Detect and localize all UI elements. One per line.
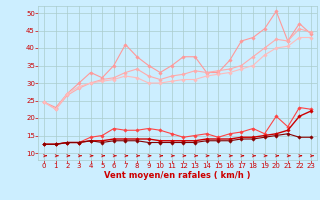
X-axis label: Vent moyen/en rafales ( km/h ): Vent moyen/en rafales ( km/h ) <box>104 171 251 180</box>
